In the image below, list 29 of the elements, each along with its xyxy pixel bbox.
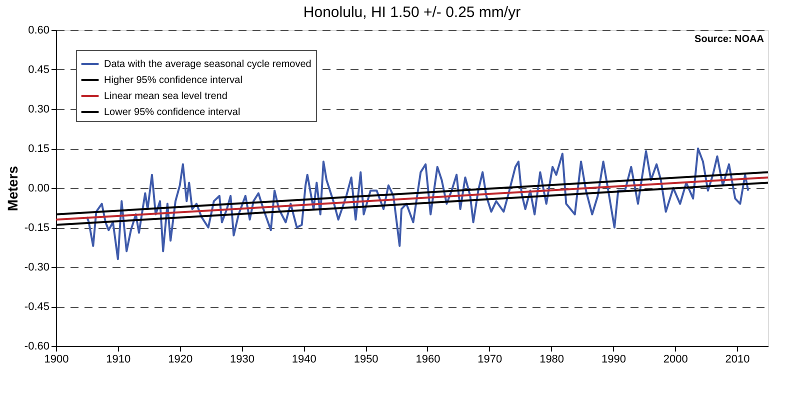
y-axis-title: Meters xyxy=(4,166,20,212)
x-tick-label: 1920 xyxy=(168,354,193,366)
x-tick-label: 1950 xyxy=(354,354,378,366)
y-tick-label: 0.60 xyxy=(28,24,50,36)
legend-label: Lower 95% confidence interval xyxy=(104,107,240,118)
y-tick-label: -0.60 xyxy=(24,340,50,352)
legend-label: Linear mean sea level trend xyxy=(104,91,228,102)
y-tick-label: -0.15 xyxy=(24,222,50,234)
y-tick-label: 0.00 xyxy=(28,182,50,194)
x-tick-label: 1980 xyxy=(540,354,564,366)
y-tick-label: 0.15 xyxy=(28,143,50,155)
x-tick-label: 1960 xyxy=(416,354,440,366)
y-tick-label: 0.45 xyxy=(28,64,50,76)
x-tick-label: 1940 xyxy=(292,354,316,366)
legend-label: Higher 95% confidence interval xyxy=(104,75,242,86)
x-tick-label: 1910 xyxy=(106,354,131,366)
line-series xyxy=(86,148,750,260)
y-tick-label: -0.45 xyxy=(24,301,50,313)
x-tick-label: 1970 xyxy=(478,354,502,366)
y-tick-label: 0.30 xyxy=(28,104,50,116)
x-tick-label: 1900 xyxy=(44,354,69,366)
y-tick-label: -0.30 xyxy=(24,262,50,274)
x-tick-label: 2010 xyxy=(725,354,750,366)
x-tick-label: 1930 xyxy=(230,354,254,366)
x-tick-label: 2000 xyxy=(663,354,688,366)
chart-title: Honolulu, HI 1.50 +/- 0.25 mm/yr xyxy=(303,4,521,21)
x-tick-label: 1990 xyxy=(601,354,626,366)
legend-label: Data with the average seasonal cycle removed xyxy=(104,59,312,70)
annotation: Source: NOAA xyxy=(694,34,764,45)
